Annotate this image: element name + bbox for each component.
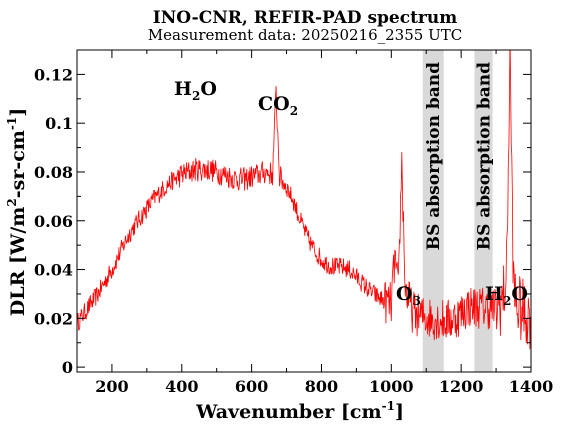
band-layer: BS absorption band BS absorption band [422,50,495,372]
series-line-1 [77,50,531,350]
x-tick-label: 600 [235,377,268,396]
x-tick-label: 200 [95,377,128,396]
y-tick-label: 0.04 [34,261,73,280]
y-axis-label: DLR [W/m2-sr-cm-1] [5,108,29,316]
absorption-band-2 [474,50,493,372]
annotation-o3: O3 [396,283,421,308]
y-tick-label: 0 [62,358,73,377]
x-tick-label: 1200 [439,377,484,396]
chart-title: INO-CNR, REFIR-PAD spectrum [153,8,457,28]
x-tick-label: 1000 [369,377,414,396]
y-tick-label: 0.12 [34,65,73,84]
tick-layer: 200 400 600 800 1000 1200 1400 0 0.02 0.04 0.06 0.0… [34,50,553,396]
y-tick-label: 0.1 [45,114,73,133]
chart-subtitle: Measurement data: 20250216_2355 UTC [148,26,462,44]
y-tick-label: 0.02 [34,309,73,328]
absorption-band-1 [422,50,444,372]
absorption-band-label-2: BS absorption band [475,62,495,250]
x-axis-label: Wavenumber [cm-1] [195,399,404,423]
series-layer [77,50,531,350]
annotation-h2o-left: H2O [174,78,217,103]
annotation-h2o-right: H2O [485,283,528,308]
x-tick-label: 800 [305,377,338,396]
absorption-band-label-1: BS absorption band [424,62,444,250]
x-tick-label: 400 [165,377,198,396]
y-tick-label: 0.08 [34,163,73,182]
y-tick-label: 0.06 [34,212,73,231]
annotation-co2: CO2 [258,93,298,118]
x-tick-label: 1400 [509,377,554,396]
plot-frame [76,49,532,373]
